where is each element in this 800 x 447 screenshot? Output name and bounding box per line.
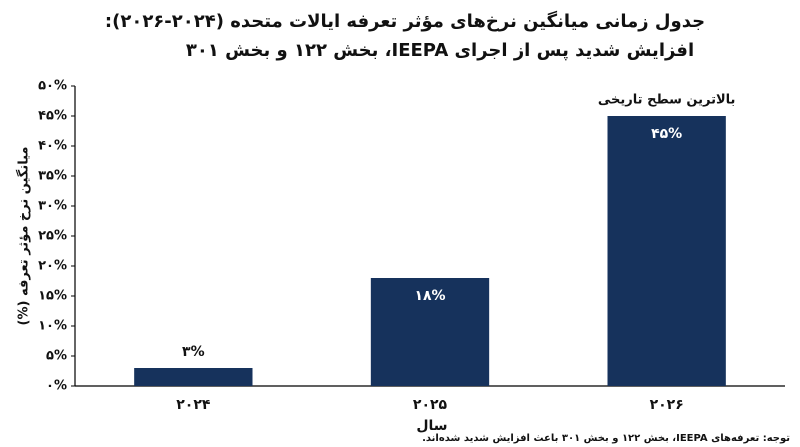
note: توجه: تعرفه‌های IEEPA، بخش ۱۲۲ و بخش ۳۰۱… — [422, 433, 790, 444]
y-tick-label: ۱۵% — [38, 289, 67, 304]
chart-title: جدول زمانی میانگین نرخ‌های مؤثر تعرفه ای… — [105, 10, 705, 32]
y-tick-label: ۰% — [46, 379, 67, 394]
y-tick-label: ۲۵% — [38, 229, 67, 244]
y-tick-label: ۴۵% — [38, 109, 67, 124]
value-label: ۴۵% — [651, 126, 682, 142]
y-tick-label: ۳۰% — [38, 199, 67, 214]
y-tick-label: ۲۰% — [38, 259, 67, 274]
chart-title: افزایش شدید پس از اجرای IEEPA، بخش ۱۲۲ و… — [186, 40, 694, 61]
value-label: ۳% — [182, 344, 205, 360]
x-tick-label: ۲۰۲۴ — [176, 397, 211, 413]
y-tick-label: ۳۵% — [38, 169, 67, 184]
y-tick-label: ۴۰% — [38, 139, 67, 154]
y-tick-label: ۱۰% — [38, 319, 67, 334]
bar — [370, 278, 490, 386]
x-axis-label: سال — [416, 418, 447, 434]
y-tick-label: ۵۰% — [38, 79, 67, 94]
bar — [134, 368, 253, 386]
bar — [607, 116, 726, 386]
value-label: ۱۸% — [414, 288, 445, 304]
annotation: بالاترین سطح تاریخی — [598, 93, 736, 108]
x-tick-label: ۲۰۲۶ — [650, 397, 684, 413]
y-axis-label: میانگین نرخ مؤثر تعرفه (%) — [16, 147, 32, 326]
y-tick-label: ۵% — [46, 349, 67, 364]
x-tick-label: ۲۰۲۵ — [413, 397, 448, 413]
